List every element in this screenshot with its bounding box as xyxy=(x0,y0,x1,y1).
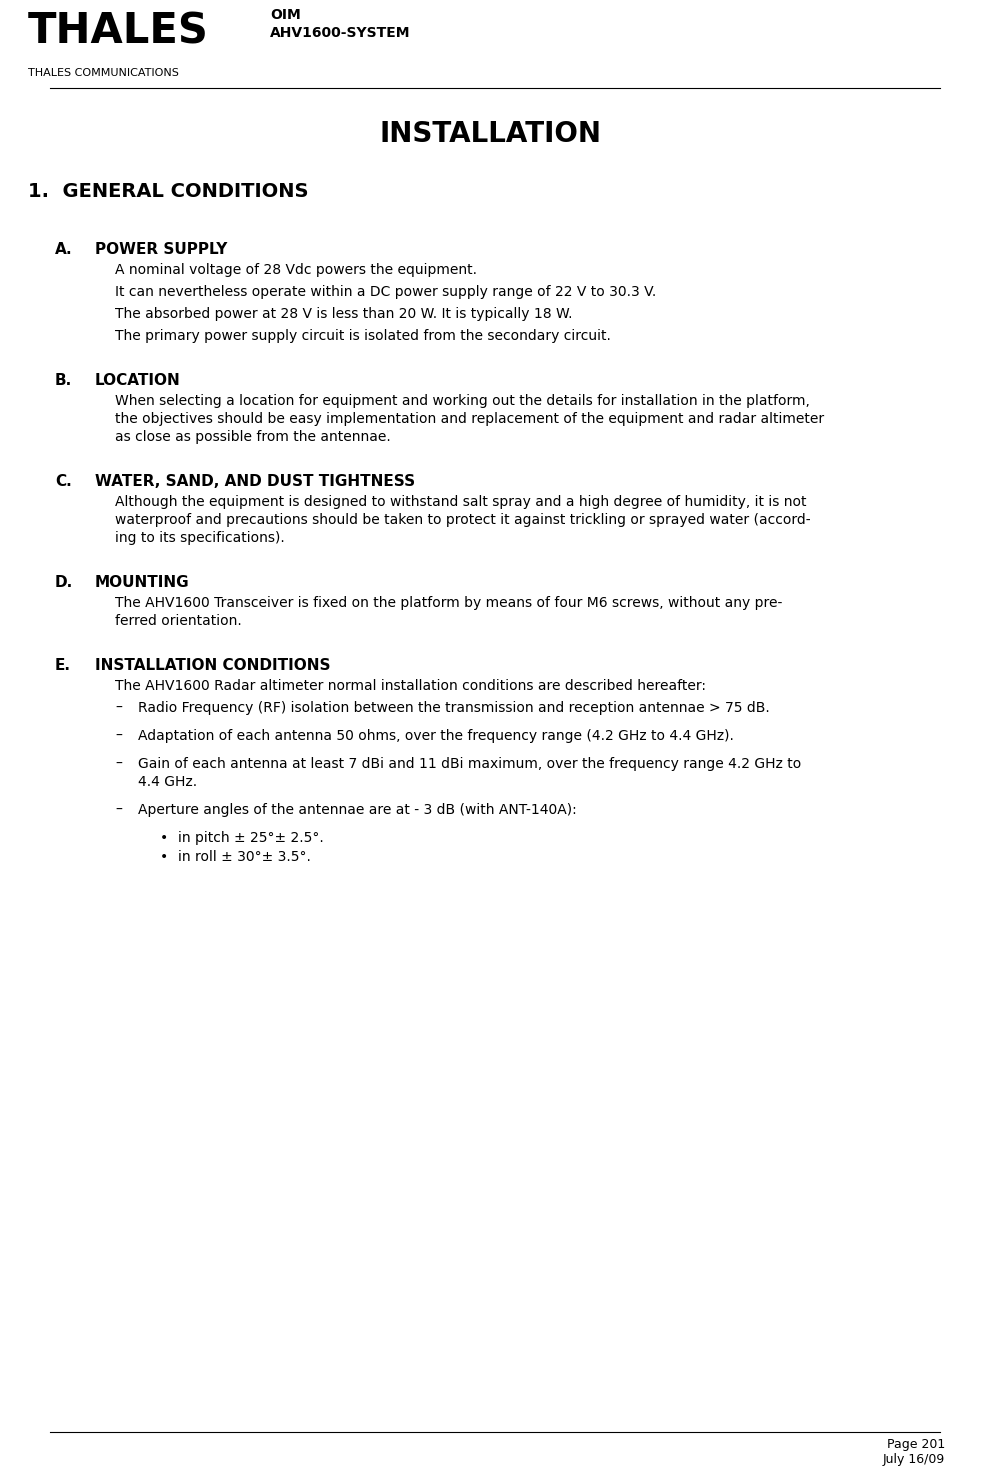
Text: It can nevertheless operate within a DC power supply range of 22 V to 30.3 V.: It can nevertheless operate within a DC … xyxy=(115,284,656,299)
Text: ing to its specifications).: ing to its specifications). xyxy=(115,531,285,545)
Text: Radio Frequency (RF) isolation between the transmission and reception antennae >: Radio Frequency (RF) isolation between t… xyxy=(138,701,770,715)
Text: the objectives should be easy implementation and replacement of the equipment an: the objectives should be easy implementa… xyxy=(115,412,824,427)
Text: E.: E. xyxy=(55,658,71,673)
Text: OIM: OIM xyxy=(270,7,300,22)
Text: LOCATION: LOCATION xyxy=(95,372,181,388)
Text: POWER SUPPLY: POWER SUPPLY xyxy=(95,242,228,257)
Text: Aperture angles of the antennae are at - 3 dB (with ANT-140A):: Aperture angles of the antennae are at -… xyxy=(138,803,576,817)
Text: D.: D. xyxy=(55,575,74,589)
Text: ferred orientation.: ferred orientation. xyxy=(115,614,242,627)
Text: in pitch ± 25°± 2.5°.: in pitch ± 25°± 2.5°. xyxy=(178,831,324,844)
Text: •: • xyxy=(160,831,168,844)
Text: The AHV1600 Radar altimeter normal installation conditions are described hereaft: The AHV1600 Radar altimeter normal insta… xyxy=(115,679,706,693)
Text: The AHV1600 Transceiver is fixed on the platform by means of four M6 screws, wit: The AHV1600 Transceiver is fixed on the … xyxy=(115,597,783,610)
Text: July 16/09: July 16/09 xyxy=(883,1453,945,1466)
Text: A.: A. xyxy=(55,242,73,257)
Text: in roll ± 30°± 3.5°.: in roll ± 30°± 3.5°. xyxy=(178,850,311,863)
Text: MOUNTING: MOUNTING xyxy=(95,575,190,589)
Text: 4.4 GHz.: 4.4 GHz. xyxy=(138,776,197,789)
Text: •: • xyxy=(160,850,168,863)
Text: waterproof and precautions should be taken to protect it against trickling or sp: waterproof and precautions should be tak… xyxy=(115,513,810,526)
Text: Page 201: Page 201 xyxy=(887,1438,945,1451)
Text: THALES COMMUNICATIONS: THALES COMMUNICATIONS xyxy=(28,67,179,78)
Text: WATER, SAND, AND DUST TIGHTNESS: WATER, SAND, AND DUST TIGHTNESS xyxy=(95,474,415,490)
Text: AHV1600-SYSTEM: AHV1600-SYSTEM xyxy=(270,26,410,40)
Text: as close as possible from the antennae.: as close as possible from the antennae. xyxy=(115,430,391,444)
Text: The primary power supply circuit is isolated from the secondary circuit.: The primary power supply circuit is isol… xyxy=(115,328,611,343)
Text: Although the equipment is designed to withstand salt spray and a high degree of : Although the equipment is designed to wi… xyxy=(115,496,806,509)
Text: When selecting a location for equipment and working out the details for installa: When selecting a location for equipment … xyxy=(115,394,810,408)
Text: INSTALLATION CONDITIONS: INSTALLATION CONDITIONS xyxy=(95,658,331,673)
Text: –: – xyxy=(115,756,122,771)
Text: C.: C. xyxy=(55,474,72,490)
Text: Gain of each antenna at least 7 dBi and 11 dBi maximum, over the frequency range: Gain of each antenna at least 7 dBi and … xyxy=(138,756,801,771)
Text: A nominal voltage of 28 Vdc powers the equipment.: A nominal voltage of 28 Vdc powers the e… xyxy=(115,262,477,277)
Text: –: – xyxy=(115,729,122,743)
Text: –: – xyxy=(115,701,122,715)
Text: INSTALLATION: INSTALLATION xyxy=(380,120,602,148)
Text: B.: B. xyxy=(55,372,73,388)
Text: The absorbed power at 28 V is less than 20 W. It is typically 18 W.: The absorbed power at 28 V is less than … xyxy=(115,306,573,321)
Text: –: – xyxy=(115,803,122,817)
Text: Adaptation of each antenna 50 ohms, over the frequency range (4.2 GHz to 4.4 GHz: Adaptation of each antenna 50 ohms, over… xyxy=(138,729,734,743)
Text: 1.  GENERAL CONDITIONS: 1. GENERAL CONDITIONS xyxy=(28,182,308,201)
Text: THALES: THALES xyxy=(28,10,209,51)
